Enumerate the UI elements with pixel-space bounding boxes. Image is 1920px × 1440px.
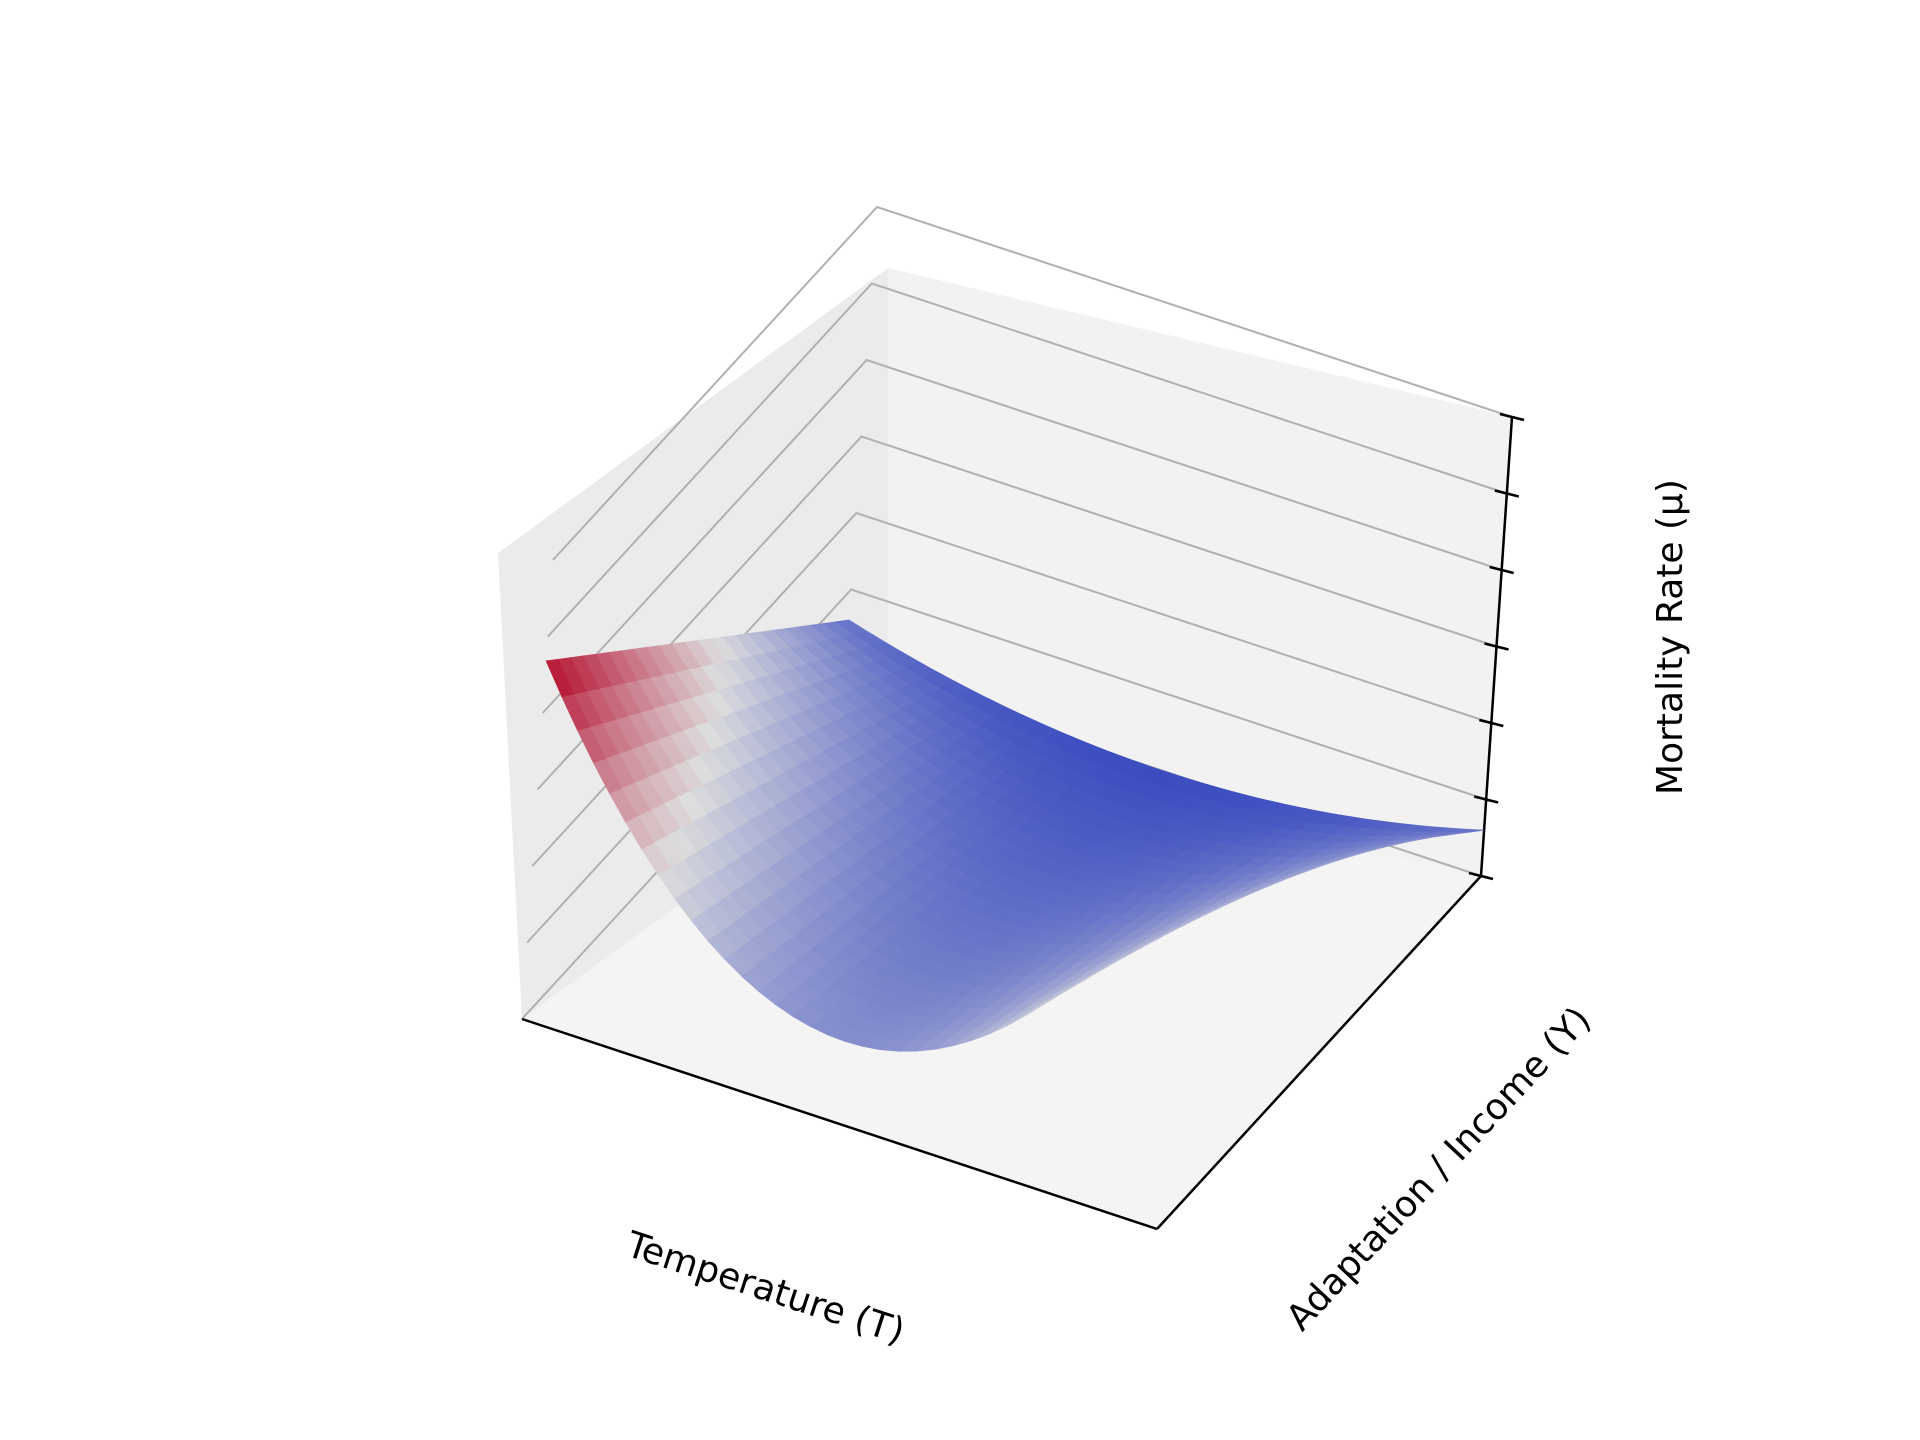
x-axis-label: Temperature (T) xyxy=(620,1224,909,1353)
grid-line xyxy=(541,358,1502,714)
z-tick xyxy=(1494,489,1520,498)
y-axis-label: Adaptation / Income (Y) xyxy=(1279,999,1599,1338)
x-axis-line xyxy=(521,1017,1158,1231)
grid-line xyxy=(552,205,1513,561)
y-axis-line xyxy=(1156,875,1482,1230)
z-tick xyxy=(1468,871,1494,881)
surface-patch xyxy=(835,619,868,635)
z-tick xyxy=(1479,718,1504,728)
grid-line xyxy=(547,282,1508,638)
z-tick xyxy=(1484,642,1509,651)
back-pane-right xyxy=(888,268,1512,876)
z-axis-ticks xyxy=(1468,412,1525,881)
z-axis-label: Mortality Rate (μ) xyxy=(1650,479,1691,795)
mortality-surface xyxy=(545,619,1485,1052)
axes xyxy=(521,412,1525,1231)
z-tick xyxy=(1499,412,1525,422)
z-tick xyxy=(1489,565,1514,575)
z-tick xyxy=(1473,795,1499,804)
